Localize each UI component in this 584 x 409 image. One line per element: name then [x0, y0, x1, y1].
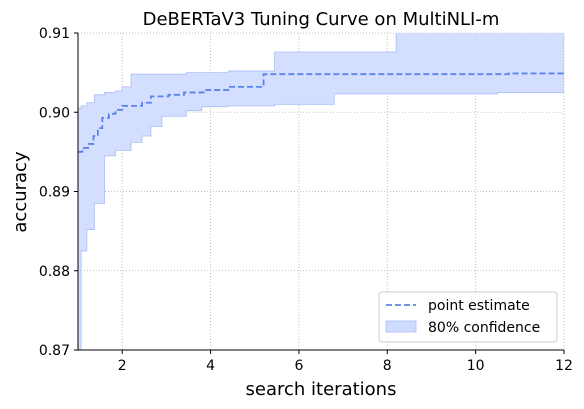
x-tick-label-2: 6	[294, 358, 303, 374]
confidence-band	[78, 33, 564, 350]
point-estimate-line	[78, 72, 564, 153]
x-tick-label-3: 8	[383, 358, 392, 374]
y-tick-label-0: 0.87	[39, 343, 70, 359]
x-tick-label-0: 2	[118, 358, 127, 374]
x-tick-label-5: 12	[555, 358, 573, 374]
legend-confidence-swatch	[385, 320, 417, 333]
legend-confidence-label: 80% confidence	[428, 320, 540, 336]
x-tick-label-4: 10	[467, 358, 485, 374]
point-estimate-layer	[78, 72, 564, 153]
y-axis-label: accuracy	[10, 151, 31, 233]
y-tick-label-1: 0.88	[39, 264, 70, 280]
x-tick-labels: 2 4 6 8 10 12	[118, 350, 573, 374]
confidence-band-layer	[78, 33, 564, 350]
legend-point-estimate-label: point estimate	[428, 298, 530, 314]
y-tick-label-2: 0.89	[39, 185, 70, 201]
legend-frame	[378, 291, 558, 343]
y-tick-labels: 0.87 0.88 0.89 0.90 0.91	[39, 26, 78, 359]
x-tick-label-1: 4	[206, 358, 215, 374]
y-tick-label-4: 0.91	[39, 26, 70, 42]
chart-title: DeBERTaV3 Tuning Curve on MultiNLI-m	[143, 9, 500, 30]
legend: point estimate 80% confidence	[378, 291, 558, 343]
x-axis-label: search iterations	[246, 379, 397, 400]
y-tick-label-3: 0.90	[39, 105, 70, 121]
